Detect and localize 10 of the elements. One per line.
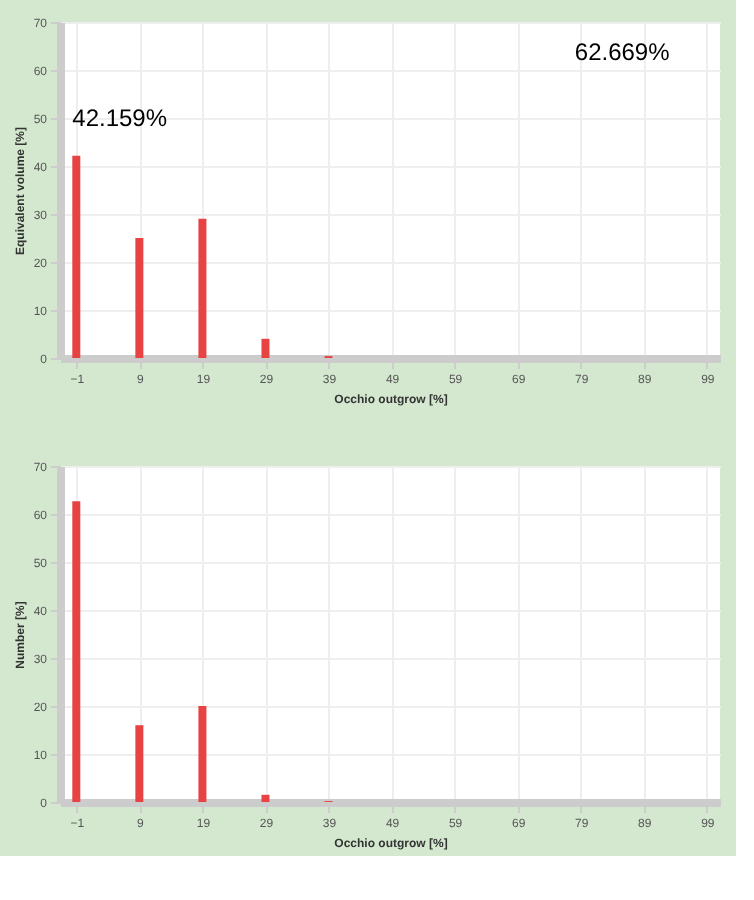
text: 42.159% — [72, 103, 168, 132]
bar — [261, 794, 270, 802]
bar — [198, 218, 207, 358]
bar — [72, 501, 81, 802]
bar — [135, 725, 144, 802]
bar — [135, 238, 144, 358]
bar — [72, 155, 81, 358]
annotation: 62.669% — [574, 38, 671, 66]
bar — [261, 338, 270, 358]
bar — [198, 706, 207, 802]
